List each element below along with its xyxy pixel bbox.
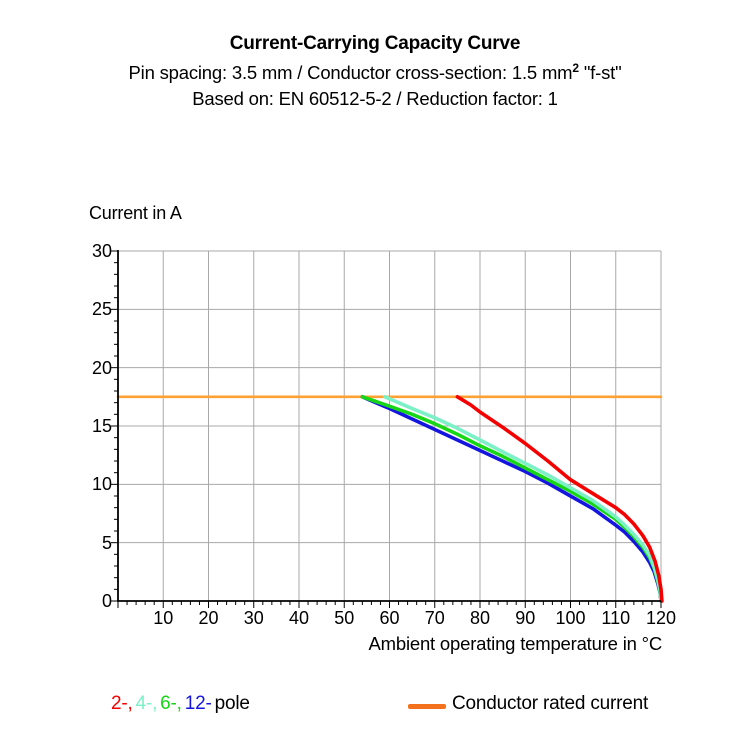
x-tick-label: 100: [555, 608, 586, 628]
y-tick-label: 5: [101, 532, 112, 553]
y-tick-label: 15: [91, 416, 112, 436]
rated-current-swatch-line: [408, 704, 446, 709]
x-tick-label: 50: [334, 608, 355, 628]
curve-2-pole: [455, 395, 664, 603]
y-tick-label: 25: [91, 299, 112, 320]
legend-pole-label: 4-,: [135, 693, 158, 714]
y-tick-label: 10: [91, 474, 112, 495]
rated-current-legend-label: Conductor rated current: [452, 693, 649, 714]
legend-pole-label: 2-,: [111, 693, 133, 714]
y-axis-title: Current in A: [89, 203, 182, 223]
x-tick-label: 40: [288, 608, 310, 628]
legend-pole-label: 6-,: [160, 693, 182, 714]
x-tick-label: 120: [645, 608, 677, 628]
figure-subtitle-specs: Pin spacing: 3.5 mm / Conductor cross-se…: [0, 61, 750, 84]
legend-pole-label: 12-: [184, 693, 212, 714]
y-tick-label: 0: [101, 591, 112, 611]
x-tick-label: 70: [424, 608, 445, 628]
y-tick-label: 30: [91, 241, 112, 261]
x-tick-label: 80: [469, 608, 491, 628]
page-title: Current-Carrying Capacity Curve: [229, 33, 521, 54]
x-tick-label: 30: [243, 608, 264, 628]
x-tick-label: 10: [153, 608, 174, 628]
superscript-two: 2: [572, 61, 579, 75]
x-axis-title: Ambient operating temperature in °C: [368, 633, 663, 654]
legend-pole-suffix: pole: [214, 693, 250, 714]
x-tick-label: 60: [379, 608, 400, 628]
pole-legend: 2-, 4-, 6-, 12- pole: [111, 693, 253, 715]
x-tick-label: 110: [601, 608, 631, 628]
subtitle-spec-text: Pin spacing: 3.5 mm / Conductor cross-se…: [128, 62, 573, 84]
subtitle-spec-suffix: "f-st": [578, 62, 622, 84]
x-tick-label: 90: [515, 608, 536, 628]
curve-4-pole: [383, 395, 663, 603]
x-tick-label: 20: [198, 608, 219, 628]
y-tick-label: 20: [91, 357, 112, 378]
figure-subtitle-standard: Based on: EN 60512-5-2 / Reduction facto…: [192, 88, 558, 109]
